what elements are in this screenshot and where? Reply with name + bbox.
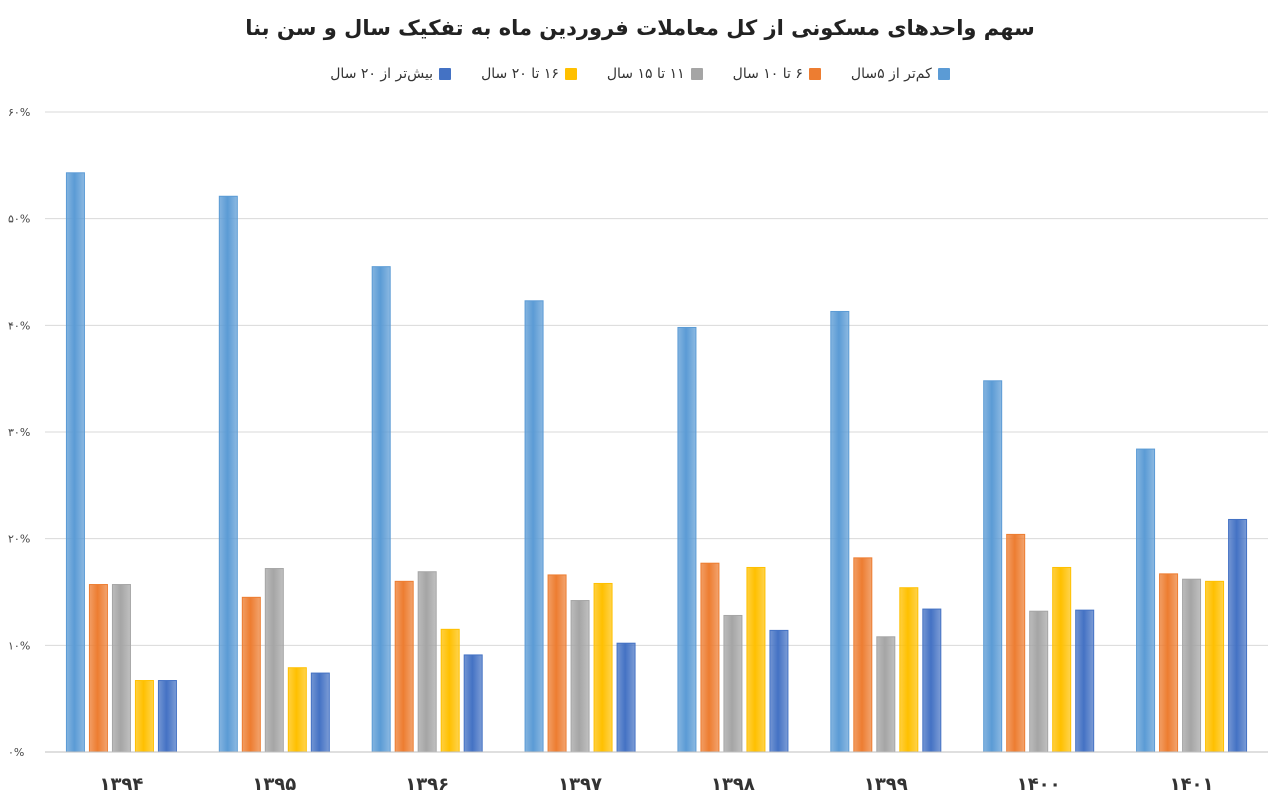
- bar: [830, 310, 850, 753]
- bar: [134, 680, 154, 753]
- bar: [1182, 578, 1202, 753]
- legend-item: ۱۱ تا ۱۵ سال: [607, 66, 703, 82]
- bar: [593, 582, 613, 753]
- bar: [463, 654, 483, 753]
- bar: [157, 680, 177, 753]
- bar: [417, 571, 437, 753]
- bar: [1136, 448, 1156, 753]
- x-category-label: ۱۳۹۵: [252, 774, 296, 795]
- bar: [371, 266, 391, 753]
- bar: [310, 672, 330, 753]
- bar: [111, 584, 131, 753]
- bar: [769, 629, 789, 753]
- legend-label: کم‌تر از ۵سال: [850, 66, 932, 82]
- x-category-label: ۱۴۰۱: [1170, 774, 1214, 795]
- x-category-label: ۱۴۰۰: [1017, 774, 1061, 795]
- legend-label: ۶ تا ۱۰ سال: [732, 66, 803, 82]
- x-category-label: ۱۳۹۹: [864, 774, 908, 795]
- legend-swatch: [439, 68, 452, 80]
- bar: [218, 195, 238, 753]
- legend-item: ۱۶ تا ۲۰ سال: [481, 66, 577, 82]
- legend-swatch: [937, 68, 950, 80]
- bar: [1029, 610, 1049, 753]
- bar: [853, 557, 873, 753]
- y-tick-label: ۴۰%: [8, 319, 30, 332]
- legend-item: ۶ تا ۱۰ سال: [733, 66, 821, 82]
- y-tick-label: ۱۰%: [8, 639, 30, 652]
- bar: [1159, 573, 1179, 753]
- bar: [570, 600, 590, 753]
- bar: [287, 667, 307, 753]
- x-category-label: ۱۳۹۴: [99, 774, 143, 795]
- bar: [677, 326, 697, 753]
- y-tick-label: ۶۰%: [8, 106, 30, 119]
- bar: [264, 568, 284, 753]
- y-tick-label: ۳۰%: [8, 426, 30, 439]
- bar: [394, 580, 414, 753]
- chart-title: سهم واحدهای مسکونی از کل معاملات فروردین…: [245, 16, 1035, 40]
- bar: [1075, 609, 1095, 753]
- bar: [876, 636, 896, 753]
- bar: [1052, 566, 1072, 753]
- x-category-label: ۱۳۹۶: [405, 774, 449, 795]
- legend-swatch: [564, 68, 577, 80]
- bar: [1205, 580, 1225, 753]
- legend-item: کم‌تر از ۵سال: [851, 66, 950, 82]
- bar: [1228, 518, 1248, 753]
- legend-label: ۱۶ تا ۲۰ سال: [481, 66, 559, 82]
- x-category-label: ۱۳۹۸: [711, 774, 755, 795]
- bar: [1006, 533, 1026, 753]
- bar: [723, 614, 743, 753]
- x-category-label: ۱۳۹۷: [558, 774, 602, 795]
- bar: [899, 587, 919, 753]
- bar: [746, 566, 766, 753]
- bar: [241, 596, 261, 753]
- y-tick-label: ۰%: [8, 746, 24, 759]
- bar: [983, 380, 1003, 753]
- chart-legend: کم‌تر از ۵سال ۶ تا ۱۰ سال ۱۱ تا ۱۵ سال ۱۶ ت…: [0, 66, 1280, 82]
- bar: [65, 172, 85, 753]
- legend-item: بیش‌تر از ۲۰ سال: [330, 66, 452, 82]
- y-tick-label: ۵۰%: [8, 213, 30, 226]
- bar: [700, 562, 720, 753]
- bar: [547, 574, 567, 753]
- bar: [616, 642, 636, 753]
- legend-swatch: [808, 68, 821, 80]
- legend-label: بیش‌تر از ۲۰ سال: [330, 66, 434, 82]
- bar: [88, 584, 108, 753]
- bar: [524, 300, 544, 753]
- legend-label: ۱۱ تا ۱۵ سال: [606, 66, 685, 82]
- legend-swatch: [690, 68, 703, 80]
- y-tick-label: ۲۰%: [8, 533, 30, 546]
- bar: [440, 628, 460, 753]
- bar: [922, 608, 942, 753]
